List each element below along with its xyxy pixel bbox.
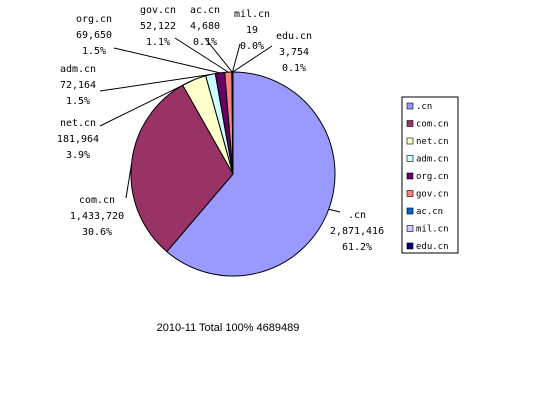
legend-swatch-edu-cn xyxy=(406,242,414,250)
slice-com-cn xyxy=(130,84,234,253)
leader-line-adm-cn xyxy=(99,74,211,92)
leader-line-org-cn xyxy=(113,47,221,74)
legend-label-com-cn: com.cn xyxy=(416,120,449,130)
legend-swatch-ac-cn xyxy=(406,207,414,215)
leader-line-ac-cn xyxy=(204,37,233,73)
legend-label-org-cn: org.cn xyxy=(416,172,449,182)
legend-label-gov-cn: gov.cn xyxy=(416,190,449,200)
slice-labels: .cn 2,871,416 61.2% com.cn 1,433,720 30.6% net… xyxy=(57,5,384,253)
slice-label-org-cn: org.cn 69,650 1.5% xyxy=(76,14,112,57)
legend-swatch-adm-cn xyxy=(406,155,414,162)
legend-label-mil-cn: mil.cn xyxy=(416,225,449,235)
legend-label-edu-cn: edu.cn xyxy=(416,242,449,252)
legend-label-net-cn: net.cn xyxy=(416,137,449,147)
slice-label-gov-cn: gov.cn 52,122 1.1% xyxy=(140,5,176,48)
leader-line-com-cn xyxy=(125,164,132,199)
slice-dot-cn xyxy=(166,71,336,277)
leader-line-mil-cn xyxy=(232,43,241,73)
legend-label-adm-cn: adm.cn xyxy=(416,155,449,165)
leader-line-edu-cn xyxy=(232,45,273,73)
legend: .cn com.cn net.cn adm.cn org.cn gov.cn ac.cn mi… xyxy=(401,96,459,254)
leader-line-gov-cn xyxy=(174,37,229,73)
legend-label-ac-cn: ac.cn xyxy=(416,207,443,217)
slice-label-mil-cn: mil.cn 19 0.0% xyxy=(234,9,270,52)
legend-label-dot-cn: .cn xyxy=(416,102,432,112)
slice-label-edu-cn: edu.cn 3,754 0.1% xyxy=(276,31,312,74)
leader-lines xyxy=(99,37,341,213)
slice-label-adm-cn: adm.cn 72,164 1.5% xyxy=(60,64,96,107)
slice-label-ac-cn: ac.cn 4,680 0.1% xyxy=(190,5,220,48)
slice-label-dot-cn: .cn 2,871,416 61.2% xyxy=(330,210,384,253)
legend-swatch-com-cn xyxy=(406,120,414,127)
legend-swatch-org-cn xyxy=(406,172,414,180)
legend-swatch-gov-cn xyxy=(406,190,414,197)
legend-swatch-dot-cn xyxy=(406,102,414,110)
legend-swatch-mil-cn xyxy=(406,225,414,232)
slice-label-net-cn: net.cn 181,964 3.9% xyxy=(57,118,99,161)
legend-swatch-net-cn xyxy=(406,137,414,145)
pie-slices xyxy=(130,71,336,277)
leader-line-dot-cn xyxy=(328,208,341,213)
chart-caption: 2010-11 Total 100% 4689489 xyxy=(157,322,300,334)
slice-edu-cn xyxy=(231,71,234,175)
leader-line-net-cn xyxy=(99,79,195,127)
slice-label-com-cn: com.cn 1,433,720 30.6% xyxy=(70,195,124,238)
